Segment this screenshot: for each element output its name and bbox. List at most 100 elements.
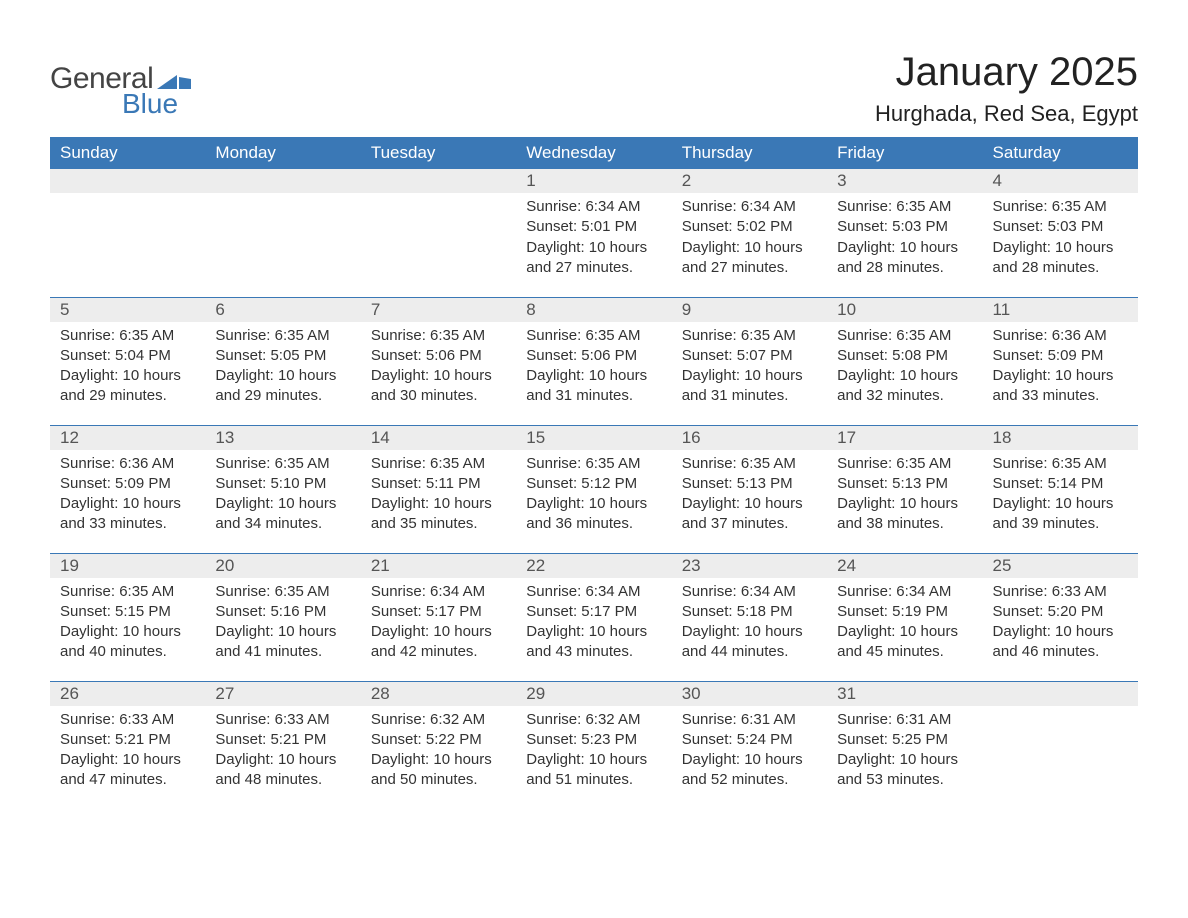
sunrise-line: Sunrise: 6:33 AM xyxy=(215,710,350,730)
calendar-day-cell: 1Sunrise: 6:34 AMSunset: 5:01 PMDaylight… xyxy=(516,169,671,297)
daylight-line: Daylight: 10 hours and 27 minutes. xyxy=(526,238,661,279)
day-details: Sunrise: 6:31 AMSunset: 5:24 PMDaylight:… xyxy=(672,706,827,799)
calendar-day-cell: 5Sunrise: 6:35 AMSunset: 5:04 PMDaylight… xyxy=(50,297,205,425)
day-details: Sunrise: 6:35 AMSunset: 5:12 PMDaylight:… xyxy=(516,450,671,543)
sunset-line: Sunset: 5:22 PM xyxy=(371,730,506,750)
calendar-day-cell: 6Sunrise: 6:35 AMSunset: 5:05 PMDaylight… xyxy=(205,297,360,425)
daylight-line: Daylight: 10 hours and 44 minutes. xyxy=(682,622,817,663)
sunrise-line: Sunrise: 6:32 AM xyxy=(371,710,506,730)
day-details: Sunrise: 6:35 AMSunset: 5:11 PMDaylight:… xyxy=(361,450,516,543)
sunrise-line: Sunrise: 6:33 AM xyxy=(60,710,195,730)
day-number: 26 xyxy=(50,682,205,706)
day-details: Sunrise: 6:35 AMSunset: 5:06 PMDaylight:… xyxy=(361,322,516,415)
day-details: Sunrise: 6:35 AMSunset: 5:15 PMDaylight:… xyxy=(50,578,205,671)
calendar-day-cell xyxy=(50,169,205,297)
sunset-line: Sunset: 5:02 PM xyxy=(682,217,817,237)
sunset-line: Sunset: 5:09 PM xyxy=(993,346,1128,366)
calendar-day-cell: 20Sunrise: 6:35 AMSunset: 5:16 PMDayligh… xyxy=(205,553,360,681)
calendar-day-cell: 31Sunrise: 6:31 AMSunset: 5:25 PMDayligh… xyxy=(827,681,982,809)
calendar-day-cell: 10Sunrise: 6:35 AMSunset: 5:08 PMDayligh… xyxy=(827,297,982,425)
day-details: Sunrise: 6:36 AMSunset: 5:09 PMDaylight:… xyxy=(50,450,205,543)
day-number: 22 xyxy=(516,554,671,578)
daylight-line: Daylight: 10 hours and 53 minutes. xyxy=(837,750,972,791)
day-number: 7 xyxy=(361,298,516,322)
day-number: 5 xyxy=(50,298,205,322)
sunrise-line: Sunrise: 6:35 AM xyxy=(682,326,817,346)
day-number: 16 xyxy=(672,426,827,450)
sunset-line: Sunset: 5:08 PM xyxy=(837,346,972,366)
sunset-line: Sunset: 5:23 PM xyxy=(526,730,661,750)
day-number xyxy=(983,682,1138,706)
calendar-table: SundayMondayTuesdayWednesdayThursdayFrid… xyxy=(50,137,1138,809)
header: General Blue January 2025 Hurghada, Red … xyxy=(50,50,1138,127)
sunset-line: Sunset: 5:05 PM xyxy=(215,346,350,366)
weekday-header: Saturday xyxy=(983,137,1138,169)
day-details: Sunrise: 6:34 AMSunset: 5:19 PMDaylight:… xyxy=(827,578,982,671)
sunrise-line: Sunrise: 6:35 AM xyxy=(215,454,350,474)
sunrise-line: Sunrise: 6:36 AM xyxy=(60,454,195,474)
sunset-line: Sunset: 5:04 PM xyxy=(60,346,195,366)
month-title: January 2025 xyxy=(875,50,1138,95)
calendar-day-cell: 19Sunrise: 6:35 AMSunset: 5:15 PMDayligh… xyxy=(50,553,205,681)
daylight-line: Daylight: 10 hours and 45 minutes. xyxy=(837,622,972,663)
sunrise-line: Sunrise: 6:31 AM xyxy=(682,710,817,730)
day-number: 4 xyxy=(983,169,1138,193)
calendar-day-cell: 23Sunrise: 6:34 AMSunset: 5:18 PMDayligh… xyxy=(672,553,827,681)
sunrise-line: Sunrise: 6:35 AM xyxy=(526,454,661,474)
day-number: 11 xyxy=(983,298,1138,322)
day-number: 25 xyxy=(983,554,1138,578)
sunrise-line: Sunrise: 6:35 AM xyxy=(371,454,506,474)
sunset-line: Sunset: 5:11 PM xyxy=(371,474,506,494)
sunset-line: Sunset: 5:21 PM xyxy=(60,730,195,750)
day-details: Sunrise: 6:35 AMSunset: 5:03 PMDaylight:… xyxy=(983,193,1138,286)
sunrise-line: Sunrise: 6:35 AM xyxy=(371,326,506,346)
calendar-day-cell: 7Sunrise: 6:35 AMSunset: 5:06 PMDaylight… xyxy=(361,297,516,425)
sunset-line: Sunset: 5:01 PM xyxy=(526,217,661,237)
day-details: Sunrise: 6:34 AMSunset: 5:17 PMDaylight:… xyxy=(361,578,516,671)
daylight-line: Daylight: 10 hours and 50 minutes. xyxy=(371,750,506,791)
calendar-day-cell xyxy=(361,169,516,297)
sunset-line: Sunset: 5:14 PM xyxy=(993,474,1128,494)
brand-logo: General Blue xyxy=(50,50,191,120)
day-details: Sunrise: 6:34 AMSunset: 5:02 PMDaylight:… xyxy=(672,193,827,286)
daylight-line: Daylight: 10 hours and 28 minutes. xyxy=(837,238,972,279)
day-number: 13 xyxy=(205,426,360,450)
calendar-day-cell: 24Sunrise: 6:34 AMSunset: 5:19 PMDayligh… xyxy=(827,553,982,681)
calendar-day-cell: 28 Sunrise: 6:32 AMSunset: 5:22 PMDayligh… xyxy=(361,681,516,809)
sunset-line: Sunset: 5:13 PM xyxy=(682,474,817,494)
daylight-line: Daylight: 10 hours and 52 minutes. xyxy=(682,750,817,791)
day-number: 19 xyxy=(50,554,205,578)
calendar-day-cell: 27Sunrise: 6:33 AMSunset: 5:21 PMDayligh… xyxy=(205,681,360,809)
sunset-line: Sunset: 5:24 PM xyxy=(682,730,817,750)
calendar-week-row: 12Sunrise: 6:36 AMSunset: 5:09 PMDayligh… xyxy=(50,425,1138,553)
sunset-line: Sunset: 5:25 PM xyxy=(837,730,972,750)
daylight-line: Daylight: 10 hours and 39 minutes. xyxy=(993,494,1128,535)
daylight-line: Daylight: 10 hours and 33 minutes. xyxy=(60,494,195,535)
day-number: 18 xyxy=(983,426,1138,450)
sunrise-line: Sunrise: 6:35 AM xyxy=(993,197,1128,217)
location: Hurghada, Red Sea, Egypt xyxy=(875,101,1138,127)
day-number: 29 xyxy=(516,682,671,706)
sunset-line: Sunset: 5:17 PM xyxy=(526,602,661,622)
daylight-line: Daylight: 10 hours and 28 minutes. xyxy=(993,238,1128,279)
day-number: 28 xyxy=(361,682,516,706)
day-number: 10 xyxy=(827,298,982,322)
daylight-line: Daylight: 10 hours and 47 minutes. xyxy=(60,750,195,791)
day-number: 14 xyxy=(361,426,516,450)
weekday-header: Monday xyxy=(205,137,360,169)
day-number: 31 xyxy=(827,682,982,706)
sunrise-line: Sunrise: 6:36 AM xyxy=(993,326,1128,346)
sunset-line: Sunset: 5:03 PM xyxy=(837,217,972,237)
day-number: 6 xyxy=(205,298,360,322)
sunset-line: Sunset: 5:06 PM xyxy=(371,346,506,366)
day-details: Sunrise: 6:34 AMSunset: 5:01 PMDaylight:… xyxy=(516,193,671,286)
calendar-body: 1Sunrise: 6:34 AMSunset: 5:01 PMDaylight… xyxy=(50,169,1138,809)
daylight-line: Daylight: 10 hours and 41 minutes. xyxy=(215,622,350,663)
day-number: 24 xyxy=(827,554,982,578)
daylight-line: Daylight: 10 hours and 51 minutes. xyxy=(526,750,661,791)
calendar-day-cell: 15Sunrise: 6:35 AMSunset: 5:12 PMDayligh… xyxy=(516,425,671,553)
day-number: 20 xyxy=(205,554,360,578)
weekday-header: Friday xyxy=(827,137,982,169)
day-number: 17 xyxy=(827,426,982,450)
calendar-day-cell: 17Sunrise: 6:35 AMSunset: 5:13 PMDayligh… xyxy=(827,425,982,553)
